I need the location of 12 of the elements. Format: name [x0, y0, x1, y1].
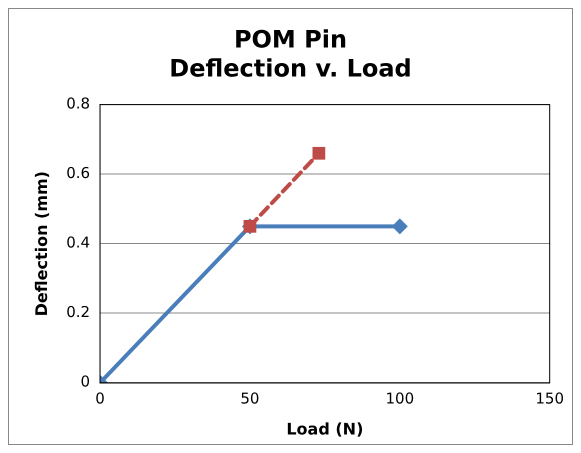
y-axis-title: Deflection (mm) [32, 171, 51, 316]
y-tick-label: 0 [80, 372, 90, 391]
y-tick-label: 0.4 [66, 234, 90, 252]
x-tick-label: 0 [95, 390, 105, 408]
y-tick-label: 0.6 [66, 164, 90, 182]
y-tick-label: 0.8 [66, 94, 90, 112]
x-tick-label: 100 [385, 390, 414, 408]
y-tick-label: 0.2 [66, 303, 90, 322]
x-tick-label: 50 [240, 390, 260, 408]
x-tick-label: 150 [535, 390, 564, 408]
x-axis-title: Load (N) [286, 420, 364, 439]
chart-title: POM Pin Deflection v. Load [169, 26, 412, 82]
